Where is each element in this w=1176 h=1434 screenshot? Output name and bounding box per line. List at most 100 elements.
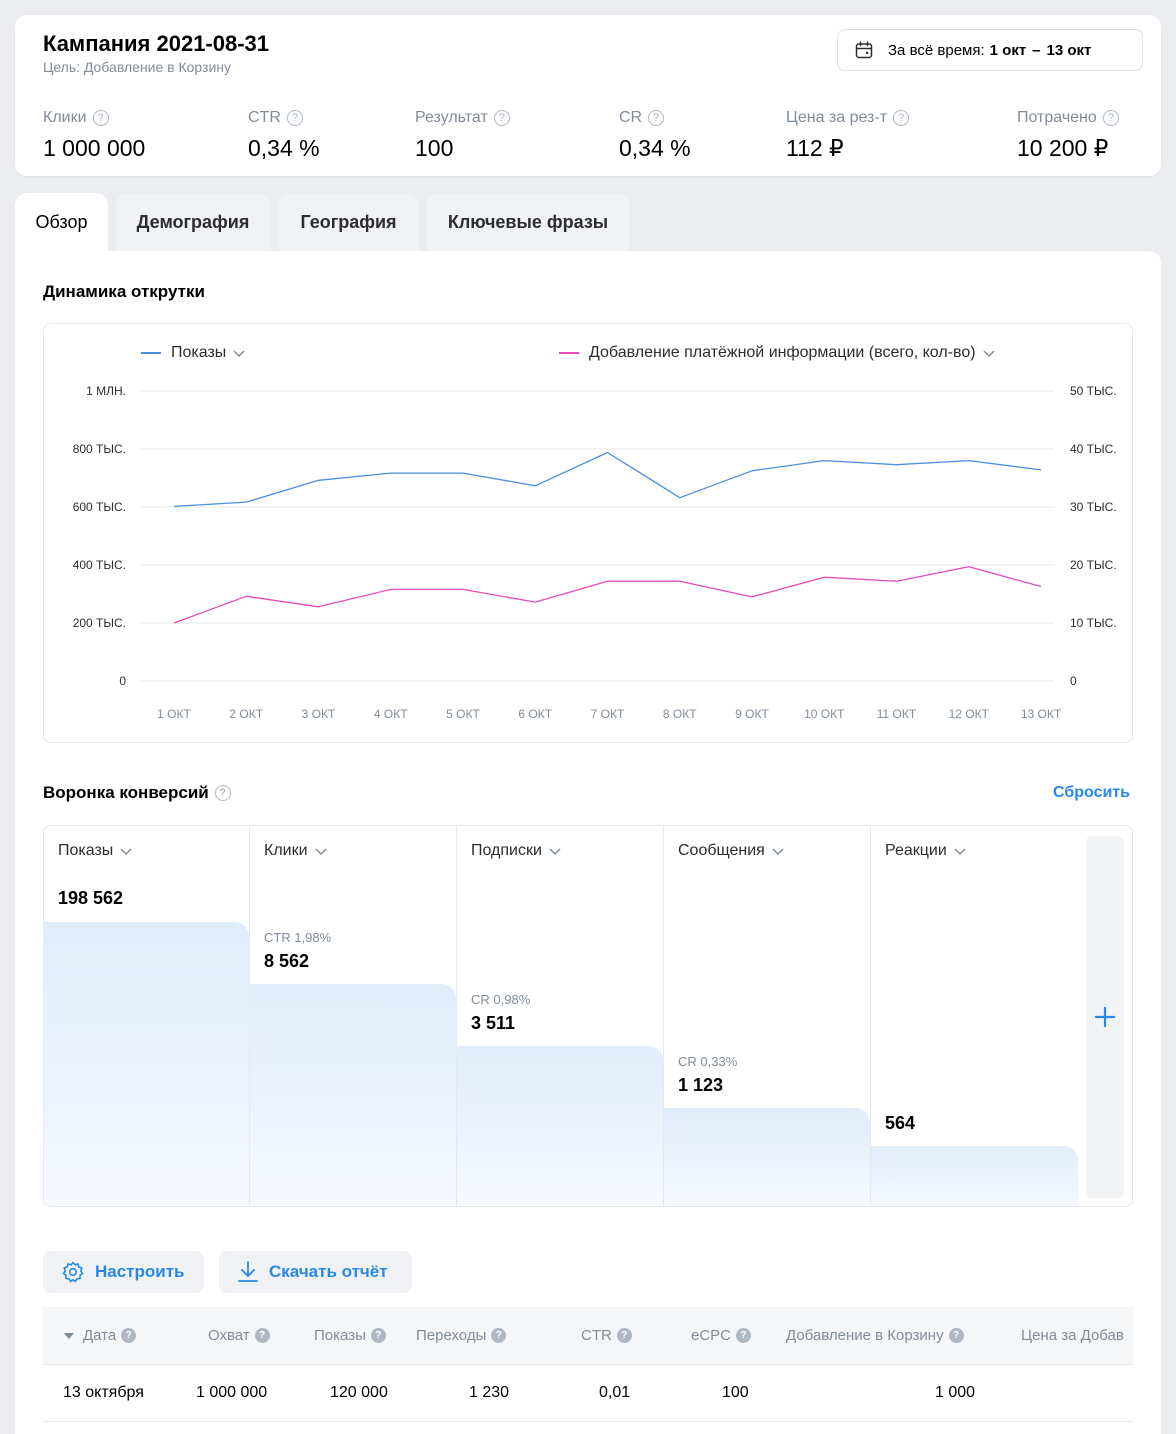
funnel-step-selector[interactable]: Подписки: [471, 842, 562, 860]
line-chart-svg: 0 0 200 ТЫС. 10 ТЫС. 400 ТЫС. 20 ТЫС. 600 ТЫС.…: [73, 384, 1117, 721]
cell-ctr: 0,01: [599, 1384, 631, 1401]
add-funnel-step-button[interactable]: [1086, 836, 1124, 1198]
x-tick-label: 8 ОКТ: [663, 707, 697, 721]
legend-swatch: [559, 352, 579, 354]
funnel-step-value: 198 562: [58, 888, 124, 908]
help-icon[interactable]: ?: [370, 1328, 386, 1343]
funnel-title-wrap: Воронка конверсий ?: [43, 783, 231, 803]
help-icon[interactable]: ?: [893, 110, 910, 126]
configure-button[interactable]: Настроить: [43, 1251, 204, 1293]
help-icon[interactable]: ?: [491, 1328, 507, 1343]
stat-value: 0,34 %: [248, 135, 320, 161]
stat-cost-per-result: Цена за рез-т? 112 ₽: [786, 109, 910, 162]
stat-ctr: CTR? 0,34 %: [248, 109, 320, 162]
column-ecpc[interactable]: eCPC?: [691, 1307, 752, 1364]
legend-series-impressions[interactable]: Показы: [141, 344, 246, 362]
help-icon[interactable]: ?: [493, 110, 510, 126]
stat-spent: Потрачено? 10 200 ₽: [1017, 109, 1119, 162]
help-icon[interactable]: ?: [286, 110, 303, 126]
cell-date: 13 октября: [63, 1384, 144, 1401]
chevron-down-icon: [120, 848, 132, 856]
funnel-step-selector[interactable]: Клики: [264, 842, 328, 860]
legend-label: Добавление платёжной информации (всего, …: [589, 344, 976, 361]
column-label: Дата: [83, 1327, 117, 1344]
conversion-funnel: Показы 198 562 Клики CTR 1,98% 8 562 Под…: [43, 825, 1133, 1207]
reset-link[interactable]: Сбросить: [1053, 784, 1130, 801]
column-label: Показы: [314, 1327, 366, 1344]
column-add-to-cart[interactable]: Добавление в Корзину?: [786, 1307, 964, 1364]
column-date[interactable]: Дата?: [63, 1307, 137, 1364]
download-report-button[interactable]: Скачать отчёт: [219, 1251, 412, 1293]
stat-label: Потрачено: [1017, 109, 1097, 126]
funnel-bar: [44, 922, 249, 1206]
chevron-down-icon: [954, 848, 966, 856]
campaign-summary-card: Кампания 2021-08-31 Цель: Добавление в К…: [15, 15, 1161, 176]
tab-bar: Обзор Демография География Ключевые фраз…: [15, 193, 637, 251]
funnel-step-selector[interactable]: Показы: [58, 842, 133, 860]
tab-key-phrases[interactable]: Ключевые фразы: [427, 193, 629, 251]
x-tick-label: 12 ОКТ: [949, 707, 990, 721]
legend-series-payment-info[interactable]: Добавление платёжной информации (всего, …: [559, 344, 996, 362]
funnel-step-ratio: CR 0,33%: [678, 1054, 738, 1069]
column-cost-per-add[interactable]: Цена за Добав: [1021, 1307, 1124, 1364]
date-range-to: 13 окт: [1046, 41, 1092, 59]
funnel-step-value: 1 123: [678, 1075, 724, 1095]
y-left-tick-label: 400 ТЫС.: [73, 558, 126, 572]
funnel-step-selector[interactable]: Сообщения: [678, 842, 785, 860]
date-range-from: 1 окт: [989, 41, 1027, 59]
help-icon[interactable]: ?: [121, 1328, 137, 1343]
stat-clicks: Клики? 1 000 000: [43, 109, 145, 162]
stat-label: CR: [619, 109, 643, 126]
x-tick-label: 1 ОКТ: [157, 707, 191, 721]
help-icon[interactable]: ?: [92, 110, 109, 126]
date-range-separator: –: [1032, 41, 1041, 59]
tab-geography[interactable]: География: [278, 193, 419, 251]
help-icon[interactable]: ?: [736, 1328, 752, 1343]
help-icon[interactable]: ?: [616, 1328, 632, 1343]
cell-impressions: 120 000: [330, 1384, 388, 1401]
y-right-tick-label: 10 ТЫС.: [1070, 616, 1117, 630]
tab-demography[interactable]: Демография: [116, 193, 270, 251]
funnel-step-ratio: CR 0,98%: [471, 992, 531, 1007]
column-transitions[interactable]: Переходы?: [416, 1307, 507, 1364]
y-right-tick-label: 0: [1070, 674, 1077, 688]
column-reach[interactable]: Охват?: [208, 1307, 270, 1364]
tab-overview[interactable]: Обзор: [15, 193, 108, 251]
chevron-down-icon: [549, 848, 561, 856]
column-label: Переходы: [416, 1327, 487, 1344]
column-ctr[interactable]: CTR?: [581, 1307, 632, 1364]
chevron-down-icon: [772, 848, 784, 856]
funnel-step-clicks: Клики CTR 1,98% 8 562: [250, 826, 457, 1206]
series-line-1: [173, 566, 1042, 624]
campaign-title: Кампания 2021-08-31: [43, 31, 270, 56]
y-right-tick-label: 50 ТЫС.: [1070, 384, 1117, 398]
help-icon[interactable]: ?: [254, 1328, 270, 1343]
dynamics-title: Динамика открутки: [43, 282, 205, 301]
help-icon[interactable]: ?: [214, 785, 231, 801]
funnel-step-impressions: Показы 198 562: [44, 826, 250, 1206]
chevron-down-icon: [983, 350, 995, 358]
legend-label: Показы: [171, 344, 227, 361]
x-tick-label: 3 ОКТ: [302, 707, 336, 721]
column-impressions[interactable]: Показы?: [314, 1307, 386, 1364]
funnel-step-value: 564: [885, 1113, 916, 1133]
column-label: Цена за Добав: [1021, 1327, 1124, 1344]
stats-table-header: Дата? Охват? Показы? Переходы? CTR? eCPC…: [43, 1307, 1133, 1365]
legend-swatch: [141, 352, 161, 354]
funnel-step-ratio: CTR 1,98%: [264, 930, 332, 945]
help-icon[interactable]: ?: [648, 110, 665, 126]
funnel-bar: [664, 1108, 870, 1206]
funnel-step-selector[interactable]: Реакции: [885, 842, 967, 860]
x-tick-label: 9 ОКТ: [735, 707, 769, 721]
column-label: eCPC: [691, 1327, 732, 1344]
calendar-icon: [855, 41, 873, 59]
help-icon[interactable]: ?: [948, 1328, 964, 1343]
help-icon[interactable]: ?: [1102, 110, 1119, 126]
funnel-step-label: Клики: [264, 842, 308, 859]
stat-value: 1 000 000: [43, 135, 146, 161]
date-range-button[interactable]: За всё время: 1 окт – 13 окт: [837, 29, 1143, 71]
download-icon: [238, 1261, 258, 1282]
stat-value: 112 ₽: [786, 135, 844, 161]
y-right-tick-label: 30 ТЫС.: [1070, 500, 1117, 514]
y-left-tick-label: 1 МЛН.: [86, 384, 126, 398]
